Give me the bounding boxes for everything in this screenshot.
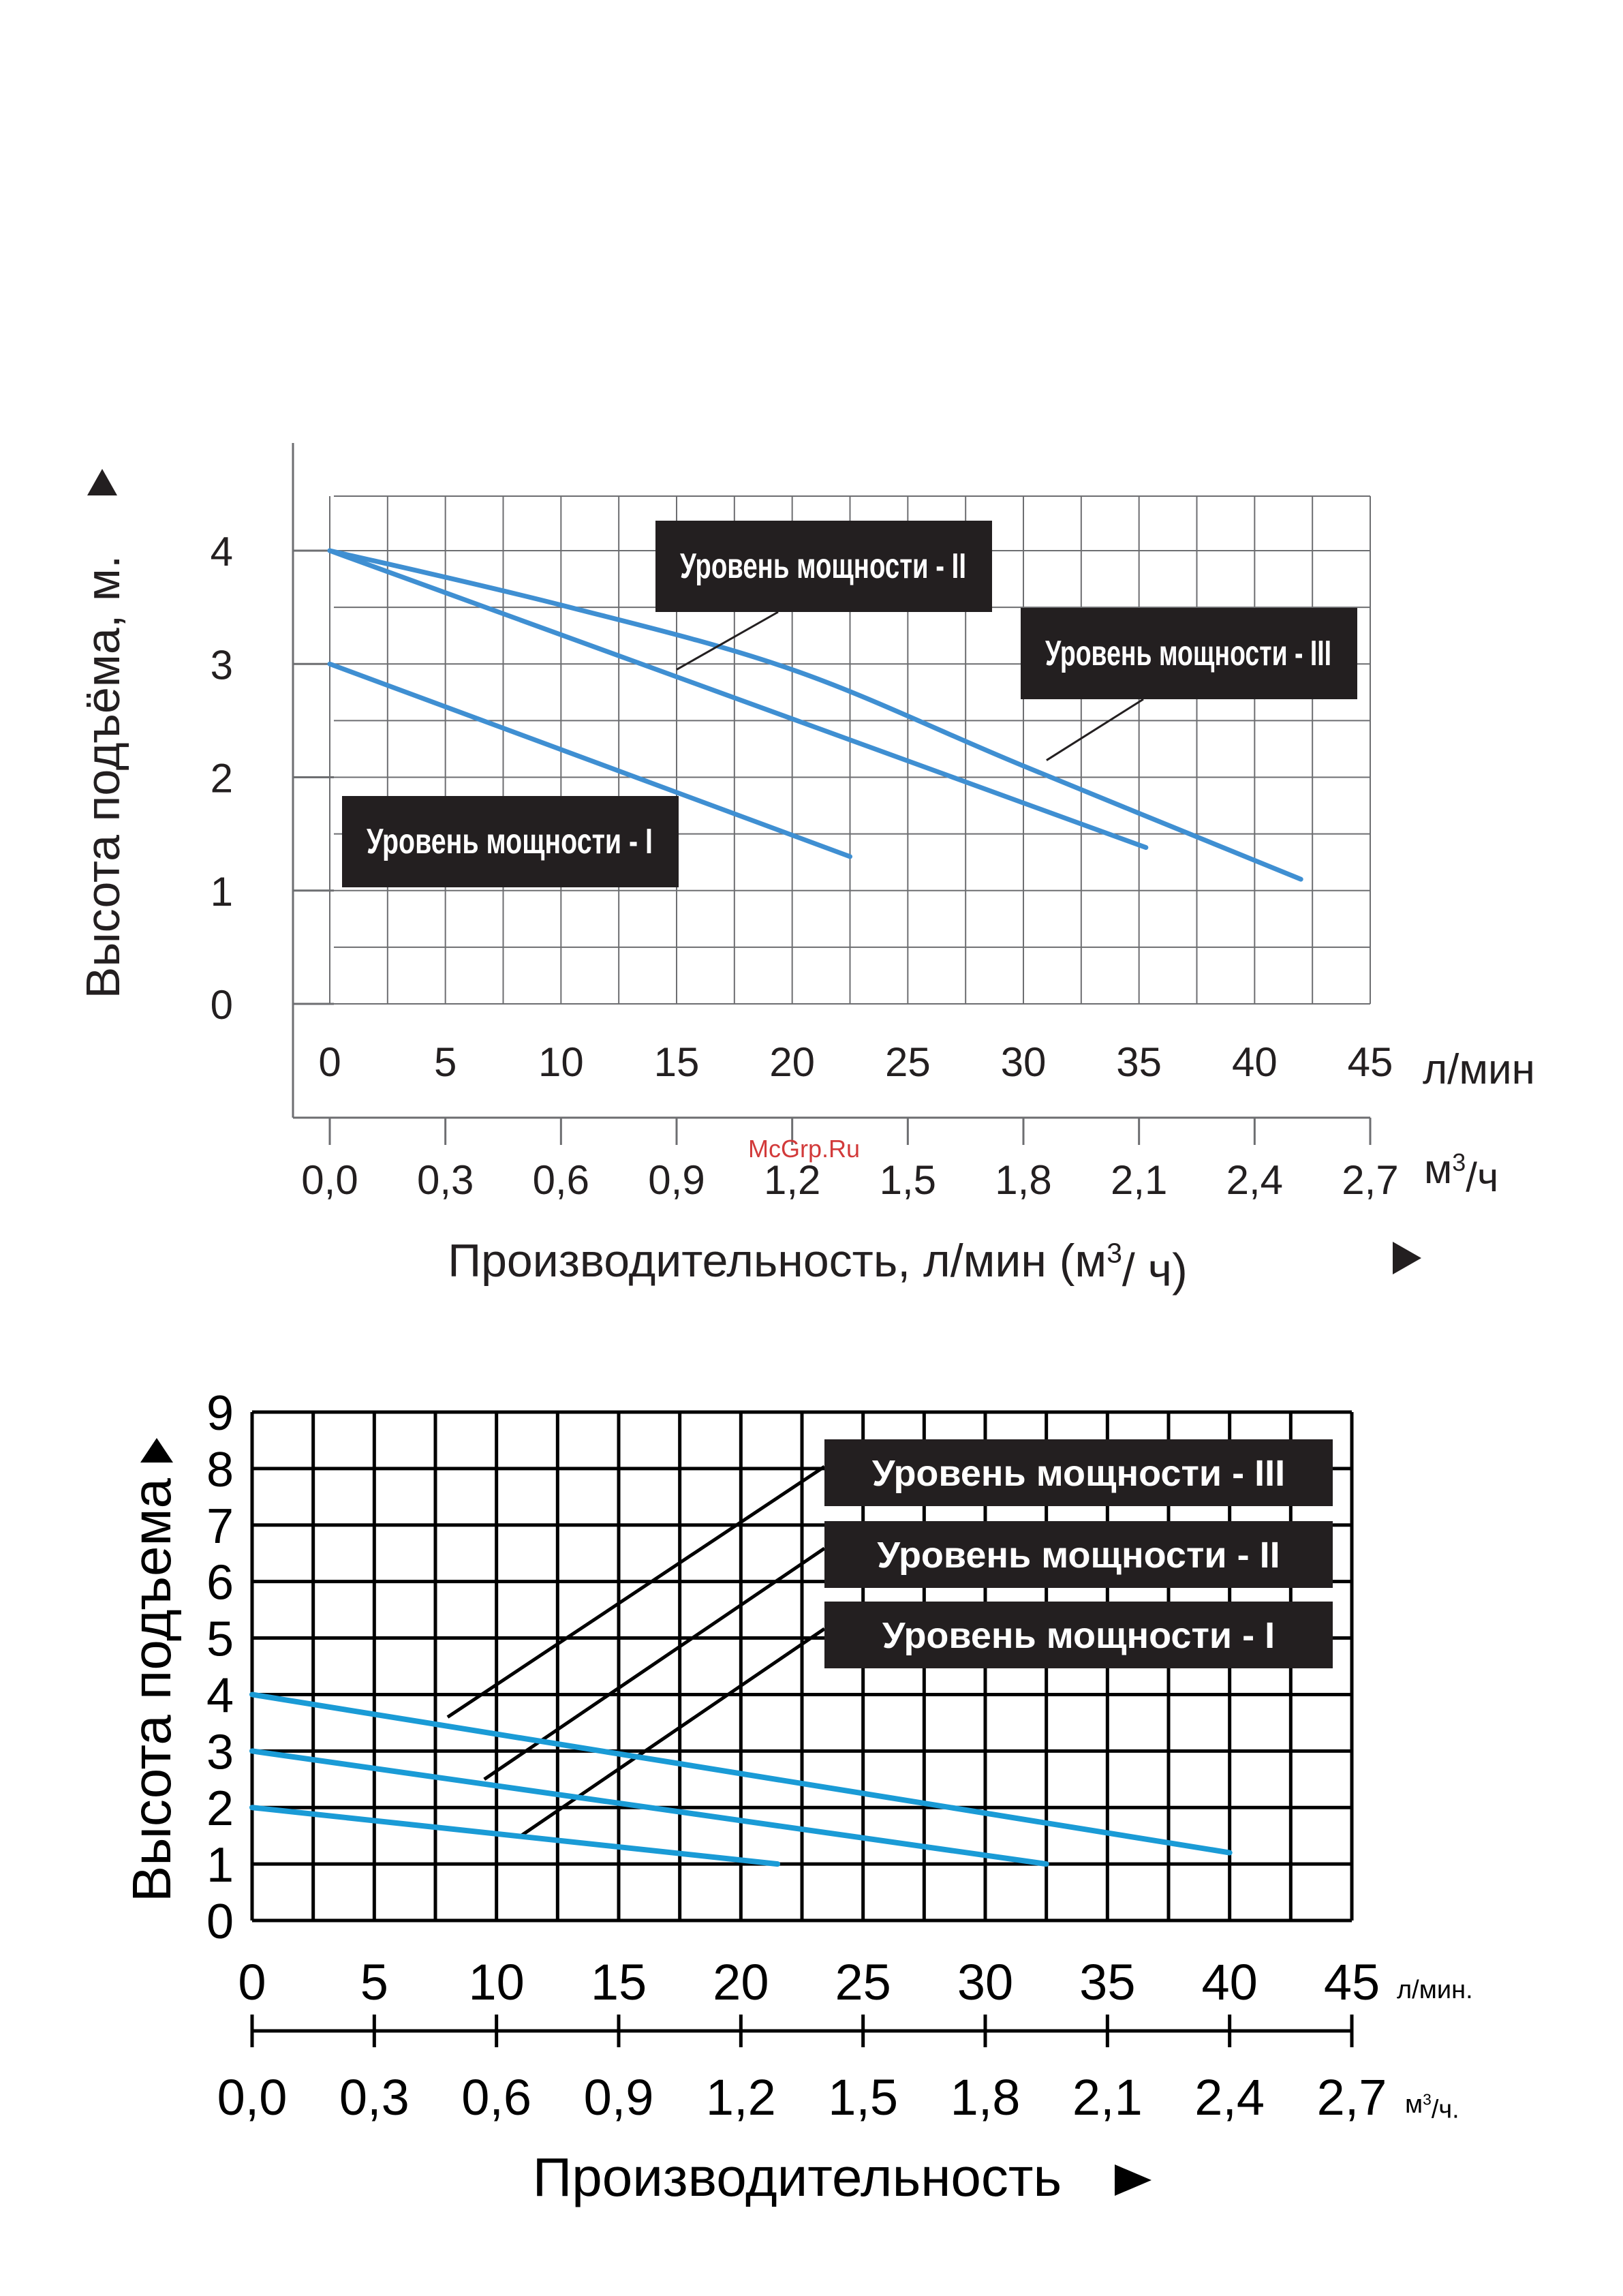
- label-group: Уровень мощности - II Уровень мощности - …: [342, 521, 1357, 887]
- x-tick-label-primary: 35: [1116, 1039, 1162, 1085]
- series-line-2: [327, 548, 1149, 851]
- x-tick-label-primary: 0: [238, 1954, 266, 2010]
- x-tick-label-primary: 40: [1202, 1954, 1258, 2010]
- series-line-3: [327, 548, 1303, 882]
- y-axis-title: Высота подъёма, м.: [76, 555, 129, 999]
- label-box: [824, 1439, 1333, 1506]
- x-tick-label-primary: 45: [1324, 1954, 1380, 2010]
- x-tick-label-secondary: 0,9: [648, 1157, 705, 1203]
- y-axis-title: Высота подъема: [121, 1478, 182, 1902]
- leader-line: [446, 1465, 826, 1719]
- series-label: Уровень мощности - II: [877, 1535, 1280, 1576]
- x-tick-label-secondary: 2,7: [1342, 1157, 1398, 1203]
- series-line-1: [327, 661, 852, 859]
- label-box: [342, 796, 679, 887]
- x-tick-label-primary: 15: [654, 1039, 700, 1085]
- label-box: [655, 521, 992, 612]
- y-tick-label: 5: [206, 1612, 234, 1667]
- x-tick-label-primary: 35: [1079, 1954, 1135, 2010]
- x-tick-label-secondary: 0,3: [417, 1157, 474, 1203]
- series-label: Уровень мощности - I: [882, 1615, 1275, 1656]
- x-tick-label-primary: 5: [434, 1039, 457, 1085]
- x-tick-label-primary: 10: [538, 1039, 584, 1085]
- x-tick-label-secondary: 0,0: [217, 2069, 288, 2126]
- x-axis-arrow-icon: [1115, 2164, 1151, 2196]
- x-unit-secondary: м3​/ч.: [1405, 2090, 1459, 2124]
- x-tick-label-secondary: 2,1: [1072, 2069, 1143, 2126]
- y-tick-label: 0: [206, 1895, 234, 1949]
- x-tick-label-primary: 5: [360, 1954, 388, 2010]
- series-line-3: [249, 1692, 1233, 1856]
- x-axis-title: Производительность, л/мин (м3​/ ч): [448, 1235, 1188, 1296]
- y-tick-label: 3: [206, 1725, 234, 1779]
- x-axis-arrow-icon: [1393, 1242, 1421, 1274]
- x-tick-label-primary: 40: [1232, 1039, 1278, 1085]
- x-tick-label-secondary: 0,6: [461, 2069, 531, 2126]
- series-group: [327, 548, 1303, 882]
- x-tick-label-secondary: 0,6: [533, 1157, 589, 1203]
- leader-line: [520, 1627, 826, 1837]
- y-tick-label: 1: [211, 869, 233, 915]
- y-tick-label: 7: [206, 1499, 234, 1554]
- series-line-1: [249, 1805, 781, 1867]
- series-group: [249, 1692, 1233, 1867]
- label-group: Уровень мощности - III Уровень мощности -…: [446, 1439, 1333, 1837]
- x-tick-label-primary: 30: [1001, 1039, 1047, 1085]
- y-tick-label: 9: [206, 1386, 234, 1441]
- x-tick-label-secondary: 2,4: [1226, 1157, 1283, 1203]
- x-tick-label-primary: 30: [957, 1954, 1013, 2010]
- x-tick-label-primary: 20: [769, 1039, 815, 1085]
- y-tick-label: 3: [211, 642, 233, 688]
- x-unit-primary: л/мин: [1423, 1046, 1535, 1093]
- x-tick-label-secondary: 1,2: [764, 1157, 820, 1203]
- y-tick-label: 6: [206, 1556, 234, 1610]
- y-axis-arrow-icon: [87, 469, 117, 495]
- y-tick-label: 2: [211, 756, 233, 801]
- leader-line: [1046, 698, 1144, 761]
- x-tick-label-primary: 20: [713, 1954, 769, 2010]
- label-box: [1021, 608, 1357, 699]
- x-tick-label-secondary: 0,9: [584, 2069, 654, 2126]
- leader-line: [676, 611, 779, 671]
- x-tick-label-secondary: 1,2: [706, 2069, 776, 2126]
- x-tick-label-secondary: 0,0: [301, 1157, 358, 1203]
- x-tick-label-primary: 45: [1348, 1039, 1393, 1085]
- y-axis-arrow-icon: [140, 1438, 173, 1463]
- x-tick-label-secondary: 1,8: [995, 1157, 1051, 1203]
- x-tick-label-primary: 0: [318, 1039, 341, 1085]
- y-tick-label: 4: [211, 529, 233, 575]
- x-tick-label-secondary: 2,1: [1111, 1157, 1167, 1203]
- label-box: [824, 1521, 1333, 1588]
- series-label: Уровень мощности - I: [367, 822, 653, 861]
- x-tick-label-primary: 25: [885, 1039, 931, 1085]
- y-tick-label: 1: [206, 1838, 234, 1893]
- series-label: Уровень мощности - II: [680, 547, 966, 586]
- y-tick-label: 8: [206, 1443, 234, 1497]
- x-tick-label-secondary: 1,5: [880, 1157, 936, 1203]
- y-tick-label: 0: [211, 982, 233, 1028]
- x-tick-label-primary: 25: [835, 1954, 891, 2010]
- x-tick-label-secondary: 1,5: [828, 2069, 898, 2126]
- x-tick-label-secondary: 1,8: [950, 2069, 1021, 2126]
- x-tick-label-primary: 10: [469, 1954, 525, 2010]
- x-tick-label-primary: 15: [591, 1954, 647, 2010]
- y-tick-label: 4: [206, 1668, 234, 1723]
- watermark-text: McGrp.Ru: [748, 1135, 860, 1163]
- y-tick-label: 2: [206, 1781, 234, 1836]
- x-tick-label-secondary: 2,4: [1194, 2069, 1265, 2126]
- x-unit-primary: л/мин.: [1397, 1976, 1473, 2004]
- x-axis-title: Производительность: [533, 2147, 1062, 2207]
- x-tick-label-secondary: 0,3: [339, 2069, 409, 2126]
- label-box: [824, 1602, 1333, 1668]
- series-label: Уровень мощности - III: [1045, 634, 1331, 673]
- series-label: Уровень мощности - III: [872, 1453, 1285, 1494]
- x-tick-label-secondary: 2,7: [1317, 2069, 1387, 2126]
- series-line-2: [249, 1748, 1049, 1867]
- x-unit-secondary: м3​/ч: [1424, 1146, 1498, 1200]
